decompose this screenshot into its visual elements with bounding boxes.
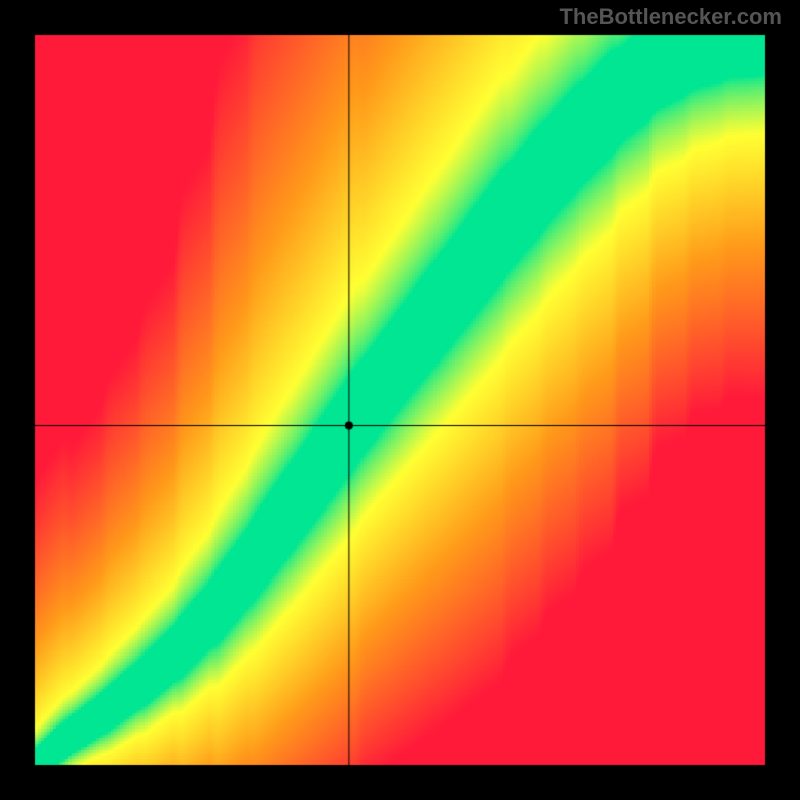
watermark-text: TheBottlenecker.com: [559, 4, 782, 30]
chart-container: TheBottlenecker.com: [0, 0, 800, 800]
heatmap-canvas: [0, 0, 800, 800]
